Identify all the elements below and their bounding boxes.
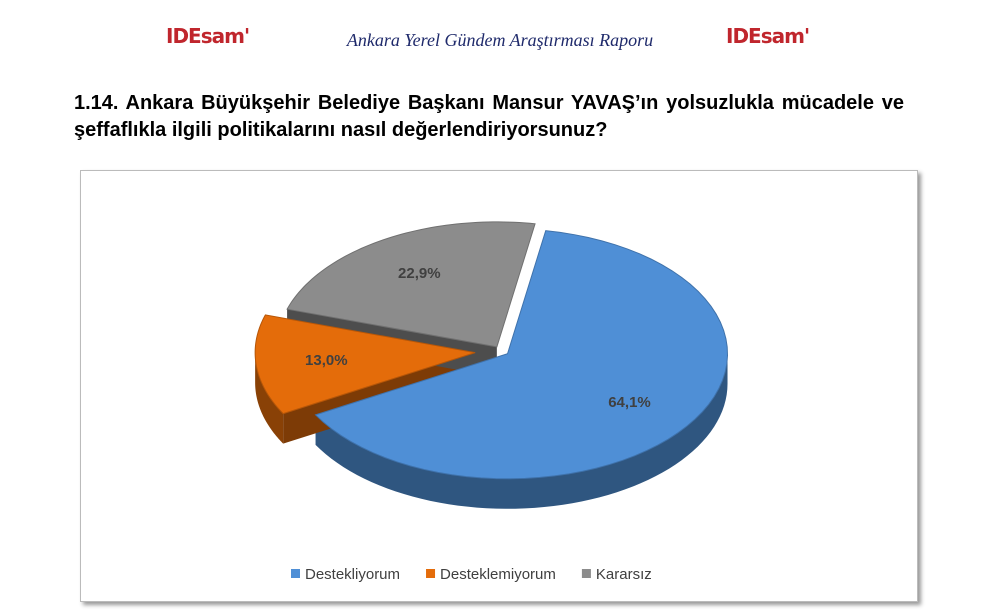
- pie-slice: [254, 314, 476, 415]
- question-title: 1.14. Ankara Büyükşehir Belediye Başkanı…: [74, 92, 904, 141]
- logo: IDEsam': [166, 24, 250, 48]
- chart-frame: 64,1% 13,0% 22,9% Destekliyorum Desteklemiyo…: [80, 170, 918, 602]
- pie-slice: [286, 221, 536, 348]
- legend-swatch: [291, 569, 300, 578]
- data-label: 64,1%: [608, 394, 651, 411]
- slice-side: [315, 353, 728, 509]
- pie-slice: [314, 230, 729, 480]
- legend-swatch: [426, 569, 436, 578]
- report-subtitle: Ankara Yerel Gündem Araştırması Raporu: [346, 30, 654, 50]
- legend-label: Desteklemiyorum: [440, 566, 556, 583]
- logo: IDEsam': [726, 24, 810, 48]
- chart: 64,1% 13,0% 22,9% Destekliyorum Desteklemiyo…: [254, 221, 729, 583]
- legend-label: Destekliyorum: [305, 566, 400, 583]
- legend-swatch: [581, 569, 591, 578]
- data-label: 22,9%: [398, 265, 441, 282]
- data-label: 13,0%: [305, 352, 348, 369]
- slice-side: [255, 352, 284, 444]
- legend-label: Kararsız: [596, 566, 652, 583]
